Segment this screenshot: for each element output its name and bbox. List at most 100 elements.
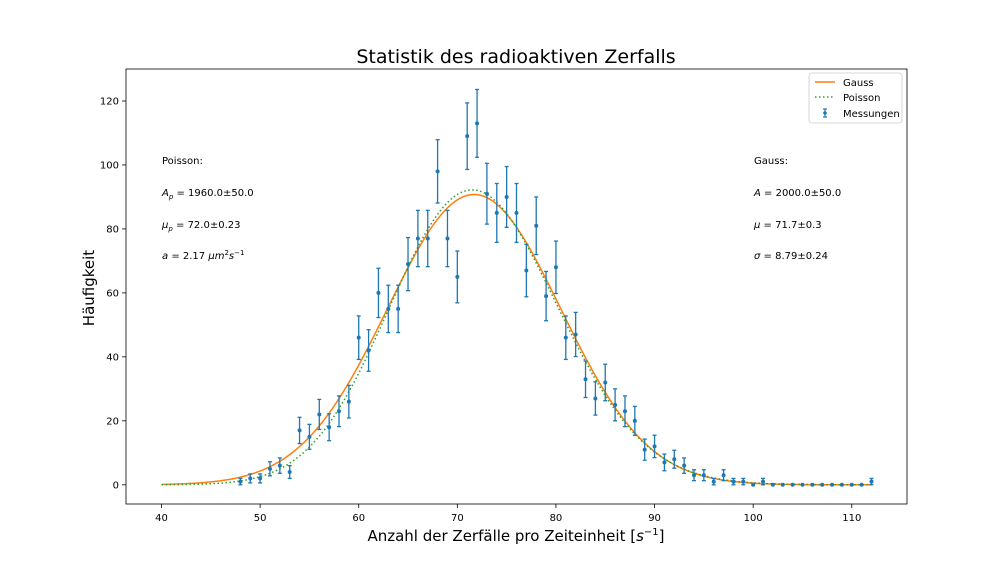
y-tick-label: 120 [100,96,119,107]
data-point [238,477,243,486]
data-marker [415,236,420,241]
data-point [859,482,864,487]
data-point [751,482,756,487]
data-point [721,469,726,482]
poisson-annotation: Poisson: Ap = 1960.0±50.0 μp = 72.0±0.23… [161,156,254,262]
x-tick-label: 40 [155,513,168,524]
data-point [790,482,795,487]
data-point [869,477,874,486]
data-marker [731,479,736,484]
data-point [800,482,805,487]
data-marker [869,479,874,484]
data-marker [425,236,430,241]
data-marker [287,470,292,475]
data-marker [790,482,795,487]
data-marker [761,479,766,484]
data-marker [514,210,519,215]
data-marker [327,425,332,430]
x-axis-ticks: 40 50 60 70 80 90 100 110 [155,504,861,524]
data-point [494,182,499,244]
data-marker [632,418,637,423]
data-marker [800,482,805,487]
data-marker [672,457,677,462]
data-marker [435,169,440,174]
data-point [346,384,351,419]
x-tick-label: 90 [648,513,661,524]
data-marker [356,335,361,340]
data-point [267,461,272,477]
gauss-annotation-amplitude: A = 2000.0±50.0 [753,188,841,199]
data-point [810,482,815,487]
data-marker [297,428,302,433]
poisson-annotation-a: a = 2.17 μm2s−1 [162,249,244,262]
data-point [849,482,854,487]
data-marker [721,473,726,478]
legend-messungen-swatch [823,108,827,118]
data-point [465,102,470,171]
data-point [248,473,253,484]
data-point [692,469,696,482]
plot-area: 40 50 60 70 80 90 100 110 0 20 40 60 80 100 120 [100,68,908,524]
data-point [642,438,647,461]
x-tick-label: 60 [352,513,365,524]
data-point [366,329,371,372]
data-marker [583,377,588,382]
data-marker [701,473,706,478]
data-point [652,434,657,459]
data-point [475,88,480,158]
data-marker [613,402,618,407]
data-marker [662,460,667,465]
data-marker [692,473,696,478]
data-point [780,482,785,487]
y-tick-label: 60 [106,288,119,299]
data-point [445,209,450,268]
data-point [761,477,766,486]
gauss-annotation-sigma: σ = 8.79±0.24 [754,251,828,262]
data-marker [277,463,282,468]
data-point [731,477,736,486]
data-marker [839,482,844,487]
data-marker [682,463,687,468]
data-marker [494,210,499,215]
data-point [396,284,401,334]
data-point [711,477,716,486]
data-marker [307,434,312,439]
data-marker [622,409,627,414]
data-marker [593,396,598,401]
data-marker [267,466,272,471]
data-point [563,315,568,361]
data-point [514,182,519,244]
data-marker [346,399,351,404]
data-point [277,457,282,474]
x-axis-label: Anzahl der Zerfälle pro Zeiteinheit [s−1… [367,527,664,545]
data-point [327,413,332,442]
legend: Gauss Poisson Messungen [808,72,903,124]
y-axis-ticks: 0 20 40 60 80 100 120 [100,96,126,491]
data-marker [810,482,815,487]
x-tick-label: 100 [744,513,763,524]
data-marker [337,409,341,414]
data-point [701,469,706,482]
data-marker [445,236,450,241]
data-marker [465,134,470,139]
data-point [830,482,835,487]
data-marker [544,294,549,299]
data-point [593,381,598,416]
data-marker [573,332,578,337]
data-point [820,482,825,487]
data-marker [366,348,371,353]
data-marker [859,482,864,487]
data-marker [524,268,529,273]
data-marker [751,482,756,487]
data-point [317,398,322,431]
y-tick-label: 100 [100,160,119,171]
data-marker [455,274,460,279]
legend-box [808,72,903,124]
poisson-annotation-amplitude: Ap = 1960.0±50.0 [161,188,254,201]
data-point [553,240,558,295]
data-point [406,236,411,292]
x-tick-label: 80 [550,513,563,524]
data-point [662,453,667,472]
data-point [603,363,608,402]
data-marker [475,121,480,126]
